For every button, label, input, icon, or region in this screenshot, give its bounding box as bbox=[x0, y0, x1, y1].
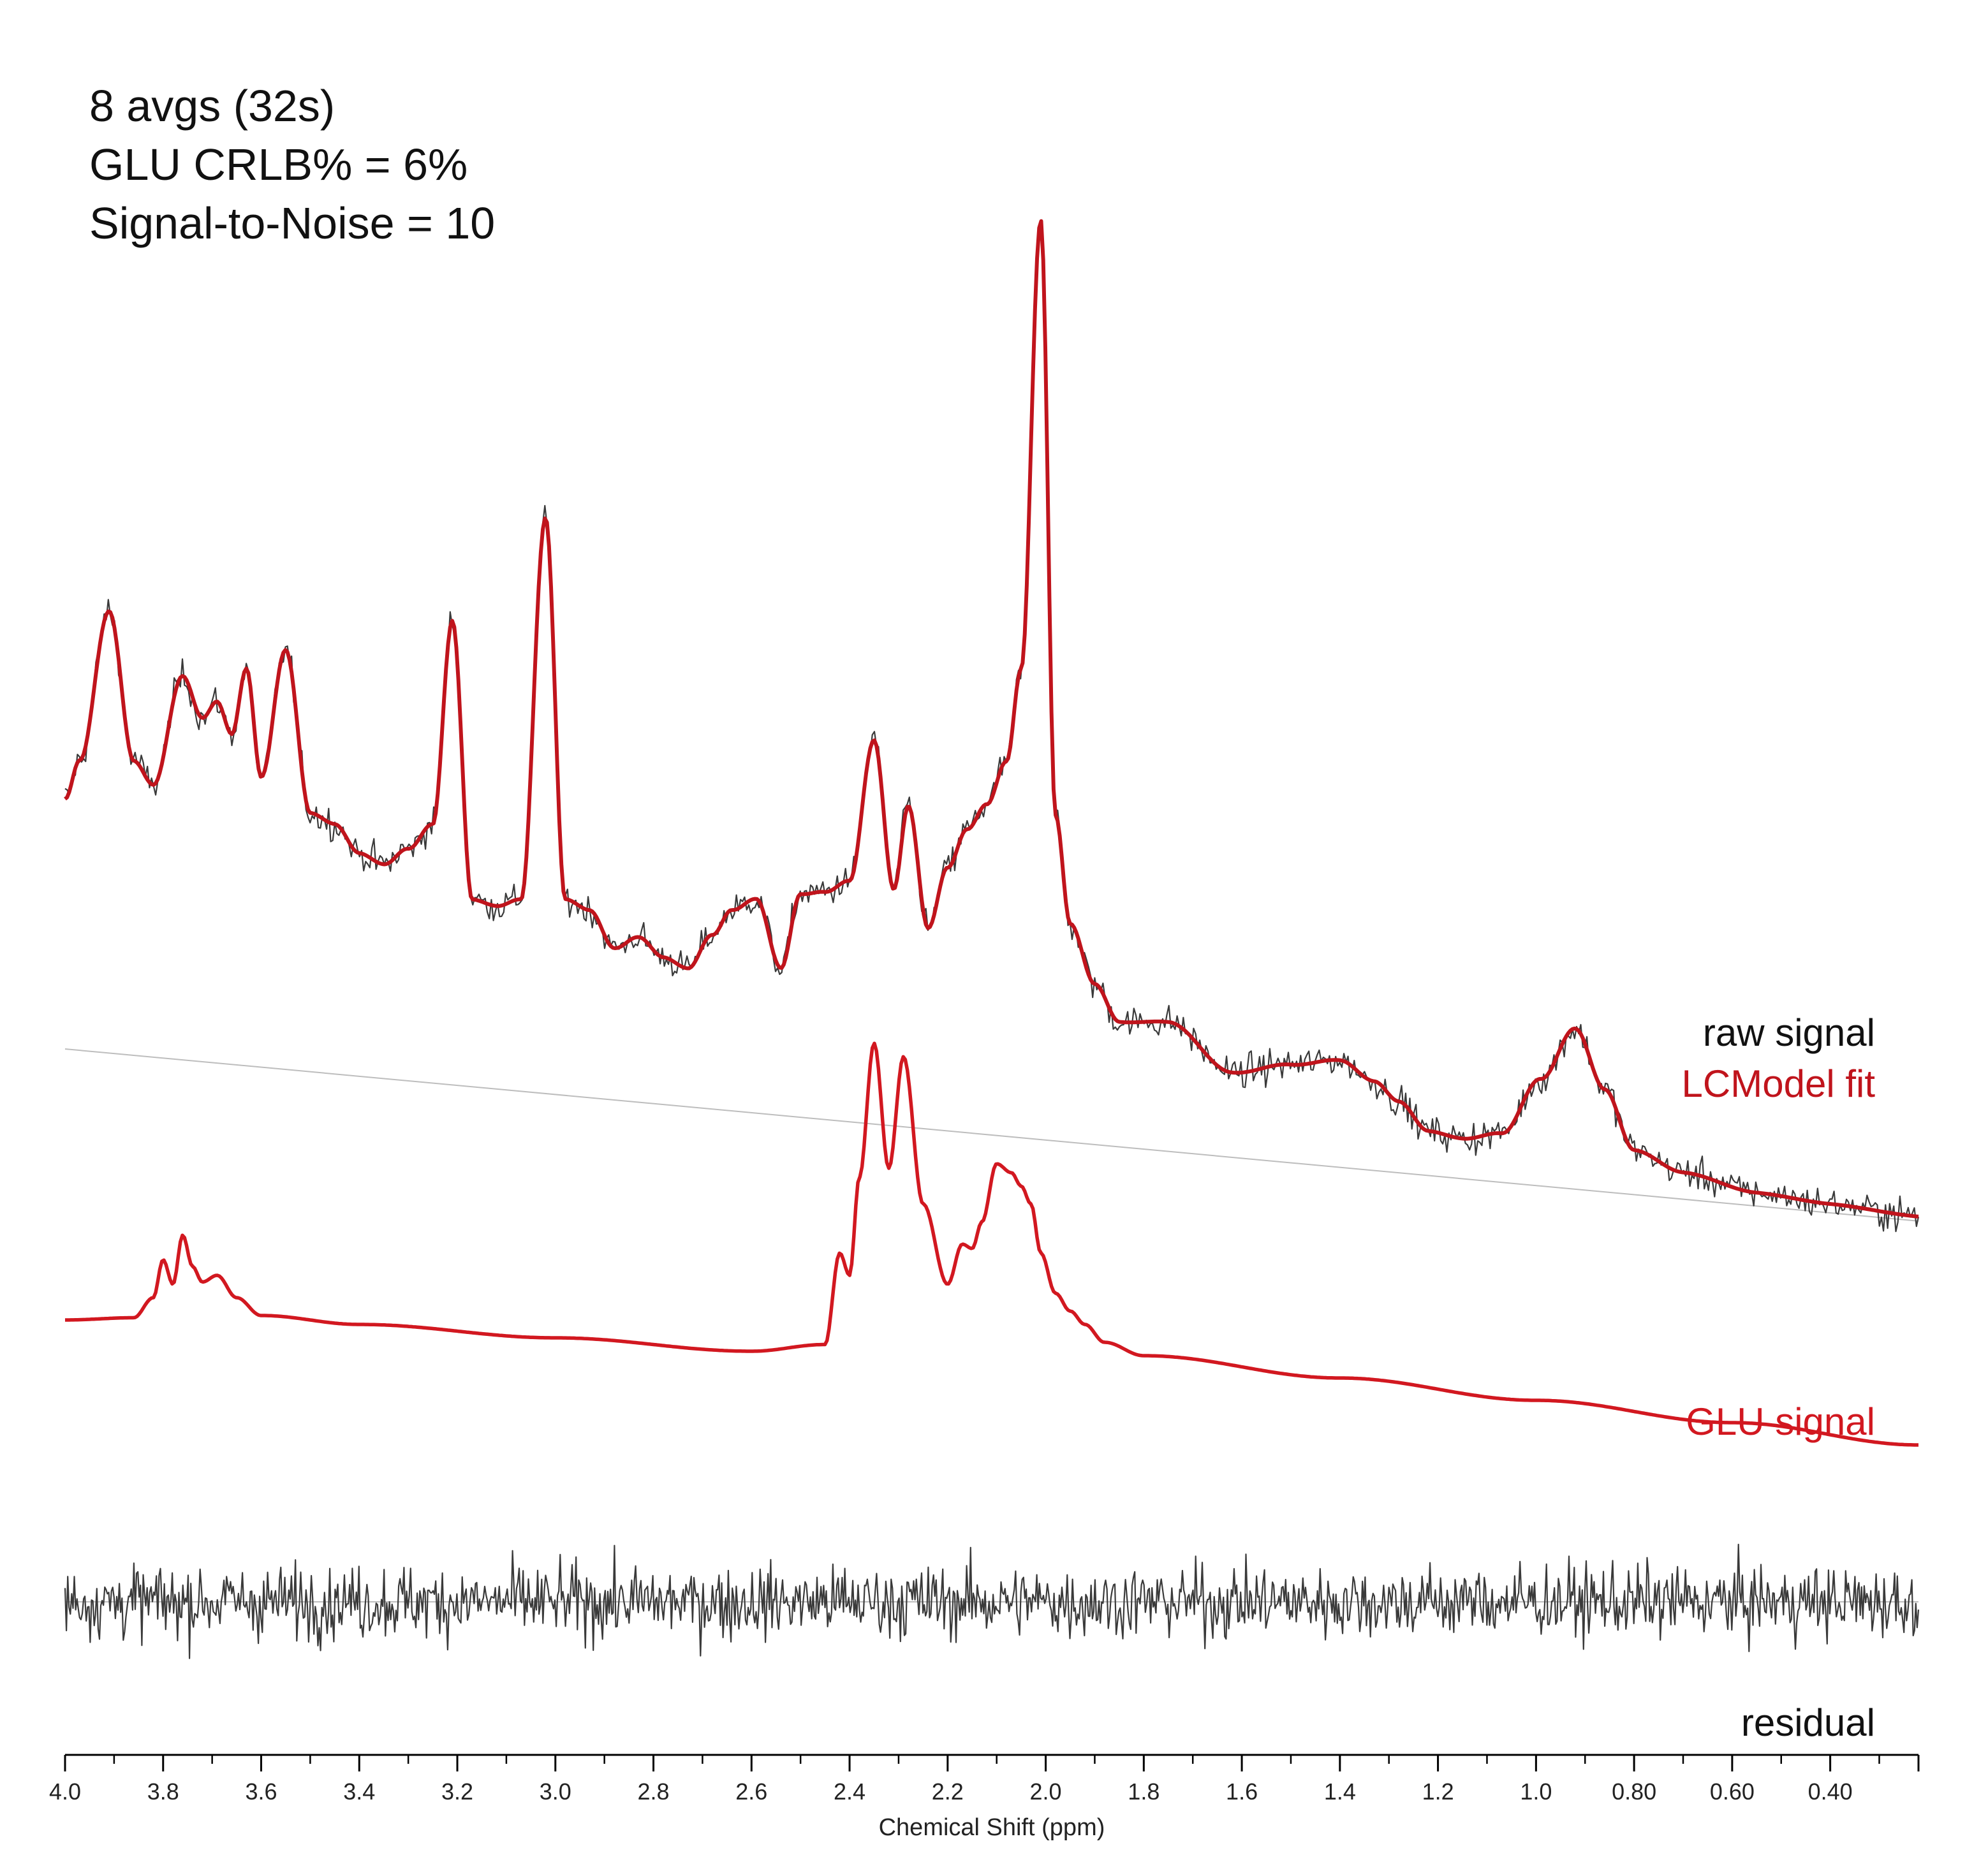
x-tick-label: 1.6 bbox=[1226, 1778, 1258, 1805]
x-tick-label: 4.0 bbox=[49, 1778, 81, 1805]
annotation-averages: 8 avgs (32s) bbox=[89, 81, 335, 131]
series-label-glu-signal: GLU signal bbox=[1686, 1400, 1875, 1443]
x-tick-label: 2.0 bbox=[1030, 1778, 1062, 1805]
x-tick-label: 1.0 bbox=[1520, 1778, 1552, 1805]
x-tick-label: 0.60 bbox=[1710, 1778, 1755, 1805]
x-tick-label: 1.8 bbox=[1128, 1778, 1160, 1805]
x-axis-ticks: 4.0 3.8 3.6 3.4 3.2 3.0 2.8 2.6 2.4 2.2 2.0 1.8 1.6 1… bbox=[49, 1755, 1920, 1805]
series-label-residual: residual bbox=[1741, 1701, 1875, 1744]
series-line-raw-signal bbox=[64, 225, 1920, 1233]
annotation-crlb: GLU CRLB% = 6% bbox=[89, 140, 468, 189]
x-tick-label: 2.8 bbox=[638, 1778, 670, 1805]
x-tick-label: 2.6 bbox=[735, 1778, 767, 1805]
x-tick-label: 1.4 bbox=[1324, 1778, 1356, 1805]
series-line-lcmodel-fit bbox=[64, 219, 1919, 1219]
series-line-glu-signal bbox=[65, 1041, 1918, 1447]
series-label-raw-signal: raw signal bbox=[1703, 1011, 1875, 1054]
x-tick-label: 2.4 bbox=[834, 1778, 865, 1805]
x-tick-label: 1.2 bbox=[1422, 1778, 1454, 1805]
series-label-lcmodel-fit: LCModel fit bbox=[1682, 1062, 1876, 1105]
x-tick-label: 0.80 bbox=[1612, 1778, 1656, 1805]
x-tick-label: 2.2 bbox=[932, 1778, 964, 1805]
x-tick-label: 3.8 bbox=[147, 1778, 179, 1805]
x-tick-label: 3.6 bbox=[245, 1778, 277, 1805]
x-tick-label: 0.40 bbox=[1808, 1778, 1853, 1805]
annotation-snr: Signal-to-Noise = 10 bbox=[89, 198, 495, 248]
series-line-residual bbox=[64, 1543, 1920, 1659]
x-tick-label: 3.0 bbox=[540, 1778, 571, 1805]
x-axis-title: Chemical Shift (ppm) bbox=[879, 1814, 1105, 1841]
x-tick-label: 3.4 bbox=[343, 1778, 375, 1805]
x-tick-label: 3.2 bbox=[441, 1778, 473, 1805]
raw-baseline-line bbox=[64, 1048, 1919, 1222]
